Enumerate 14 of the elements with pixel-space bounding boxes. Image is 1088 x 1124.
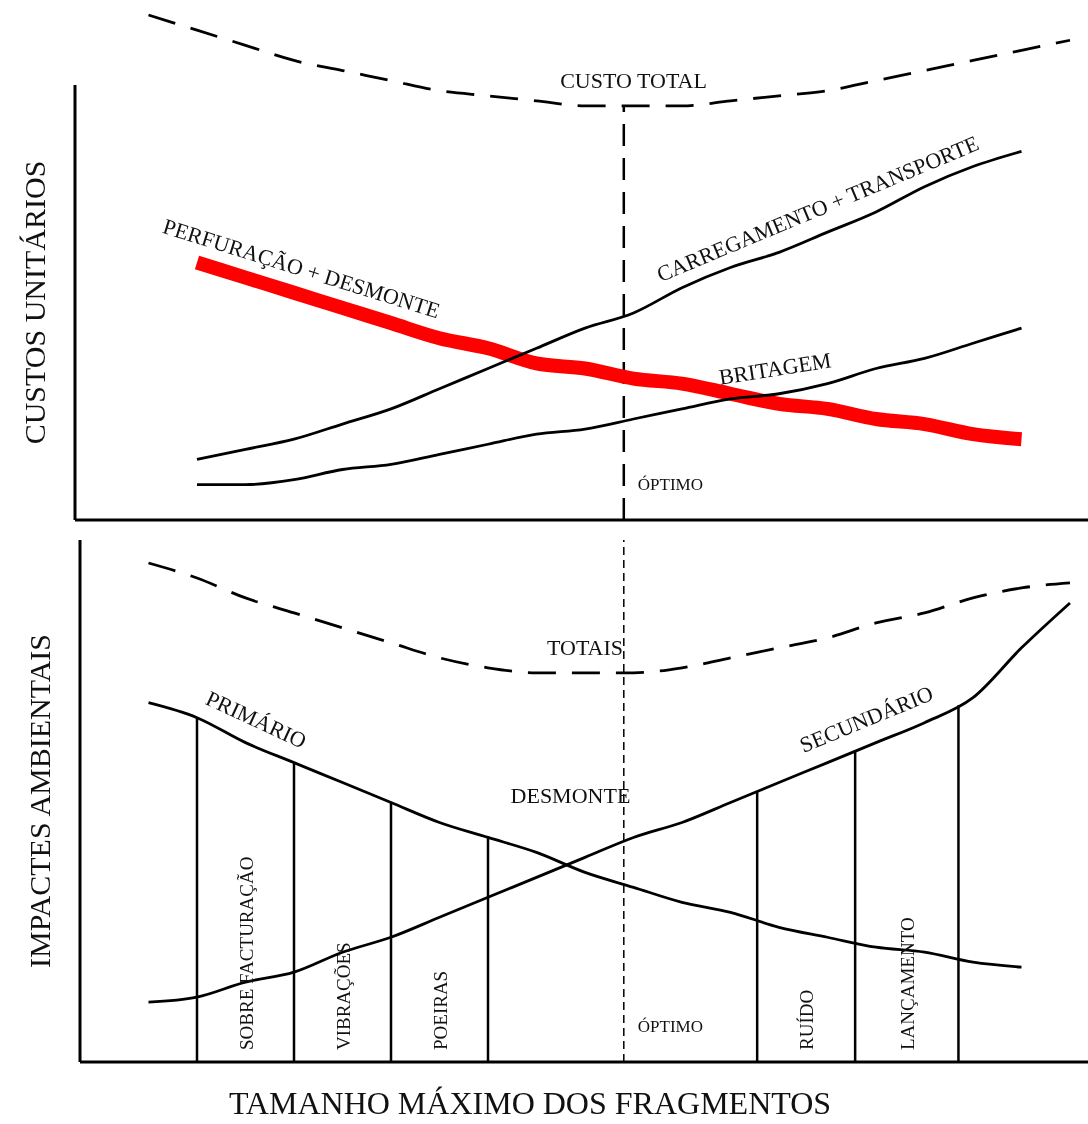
annotation: DESMONTE bbox=[510, 782, 631, 808]
annotation: ÓPTIMO bbox=[637, 1017, 703, 1036]
annotation: VIBRAÇÕES bbox=[332, 942, 354, 1050]
annotation: RUÍDO bbox=[796, 989, 818, 1050]
text: BRITAGEM bbox=[717, 347, 833, 390]
series-label: CUSTO TOTAL bbox=[560, 67, 707, 93]
y-axis-title: IMPACTES AMBIENTAIS bbox=[23, 633, 56, 969]
annotation: LANÇAMENTO bbox=[896, 917, 918, 1050]
annotation: ÓPTIMO bbox=[637, 475, 703, 494]
x-axis-title: TAMANHO MÁXIMO DOS FRAGMENTOS bbox=[228, 1085, 832, 1121]
y-axis-title: CUSTOS UNITÁRIOS bbox=[18, 160, 51, 445]
series-label: TOTAIS bbox=[546, 634, 624, 660]
annotation: SOBRE FACTURAÇÃO bbox=[235, 856, 257, 1050]
annotation: POEIRAS bbox=[429, 970, 451, 1050]
